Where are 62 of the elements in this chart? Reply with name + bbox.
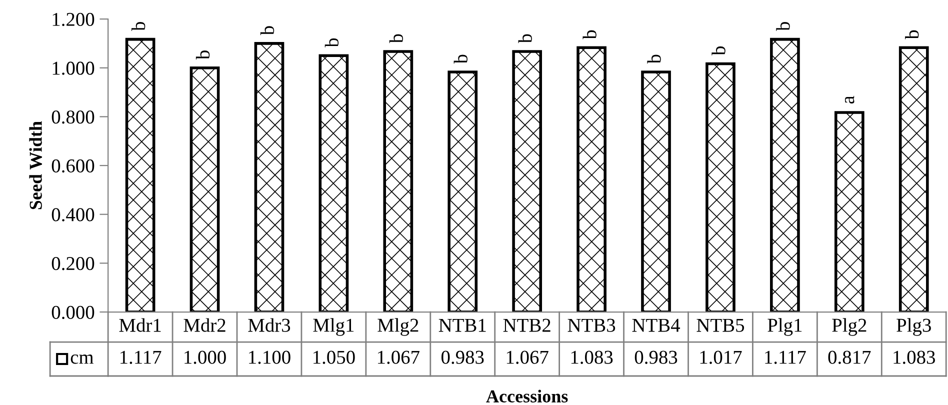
annotation: b [131, 22, 146, 31]
bar [706, 62, 736, 312]
x-tick-label: NTB1 [438, 318, 486, 332]
x-tick-label: NTB2 [503, 318, 550, 332]
x-axis-title: Accessions [486, 390, 568, 402]
bar [770, 38, 800, 312]
bar [318, 54, 349, 312]
annotation: b [454, 54, 468, 64]
data-label: 0.817 [828, 350, 871, 364]
x-tick-label: Mlg2 [378, 318, 418, 336]
bar [383, 50, 414, 312]
data-label: 1.117 [765, 350, 806, 364]
bar [834, 111, 864, 312]
bar [512, 50, 542, 312]
bar [576, 46, 606, 312]
y-tick-label: 0.200 [52, 257, 94, 270]
data-label: 1.050 [314, 350, 355, 364]
y-tick-label: 1.000 [52, 62, 94, 75]
x-tick-label: Mlg1 [313, 318, 354, 336]
bar [641, 70, 671, 312]
annotation: b [905, 30, 919, 40]
y-tick-label: 1.200 [52, 12, 94, 26]
data-label: 0.983 [634, 350, 678, 364]
data-label: 1.117 [120, 350, 162, 364]
annotation: b [389, 34, 404, 44]
annotation: b [582, 30, 596, 40]
x-tick-label: Mdr1 [119, 318, 161, 332]
y-tick-label: 0.800 [52, 110, 94, 124]
annotation: b [324, 38, 339, 48]
text: cm [70, 354, 94, 364]
x-tick-label: Mdr2 [184, 318, 226, 332]
data-label: 1.083 [894, 350, 935, 364]
y-tick-label: 0.600 [52, 159, 94, 173]
data-label: 1.067 [378, 350, 420, 364]
x-tick-label: Plg2 [832, 318, 866, 336]
y-axis-title: Seed Width [29, 121, 42, 210]
bar [448, 70, 478, 312]
annotation: a [844, 96, 854, 104]
annotation: b [196, 50, 210, 60]
x-tick-label: Plg1 [768, 318, 802, 336]
data-label: 1.100 [249, 350, 290, 364]
annotation: b [260, 26, 274, 36]
x-tick-label: NTB3 [568, 318, 616, 332]
bar [254, 42, 284, 312]
x-tick-label: NTB4 [632, 318, 680, 332]
annotation: b [647, 54, 661, 64]
x-tick-label: Plg3 [896, 318, 931, 336]
data-label: 1.017 [700, 350, 742, 364]
data-label: 1.083 [571, 350, 613, 364]
annotation: b [712, 46, 726, 56]
bar [190, 66, 220, 312]
y-tick-label: 0.400 [52, 208, 94, 222]
data-label: 1.000 [184, 350, 226, 364]
y-tick-label: 0.000 [52, 306, 94, 320]
bar [125, 38, 156, 312]
annotation: b [518, 34, 532, 44]
data-label: 0.983 [441, 350, 484, 364]
annotation: b [776, 22, 790, 31]
bar [898, 46, 929, 312]
x-tick-label: NTB5 [696, 318, 744, 332]
x-tick-label: Mdr3 [248, 318, 290, 332]
data-label: 1.067 [506, 350, 548, 364]
